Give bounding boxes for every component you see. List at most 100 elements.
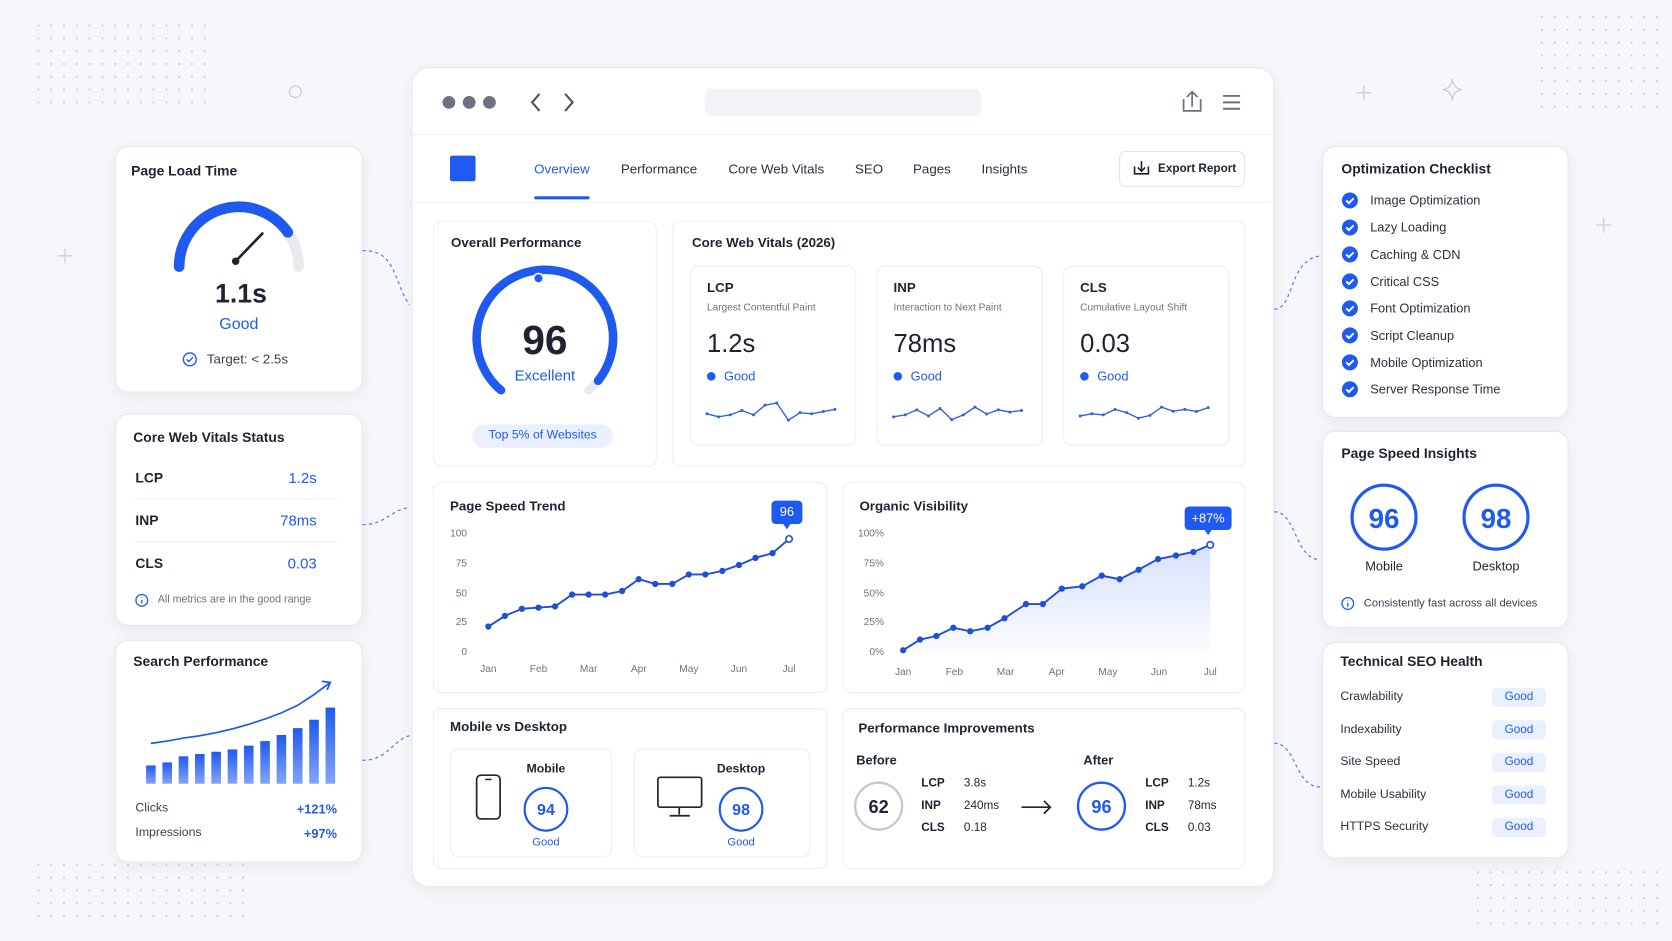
y-tick-label: 25 xyxy=(455,616,468,629)
stat-value: +97% xyxy=(303,826,337,842)
data-point xyxy=(551,603,559,610)
stat-label: Impressions xyxy=(135,826,202,840)
data-point xyxy=(635,576,642,583)
insight-label: Desktop xyxy=(1472,558,1520,574)
sparkline-point xyxy=(775,401,779,405)
metric-name: CLS xyxy=(1145,821,1169,835)
seo-status: Good xyxy=(1504,820,1534,834)
address-bar xyxy=(704,88,981,117)
sparkline-point xyxy=(985,412,989,416)
phase-label: After xyxy=(1083,752,1114,768)
metric-value: 240ms xyxy=(963,799,1000,812)
card-title: Overall Performance xyxy=(451,235,582,251)
data-point xyxy=(485,623,492,630)
connector xyxy=(362,506,410,526)
sparkline xyxy=(706,402,836,422)
x-tick-label: Apr xyxy=(1048,666,1065,679)
connector xyxy=(1274,742,1321,788)
connector xyxy=(362,735,410,761)
y-tick-label: 50 xyxy=(455,587,468,599)
vital-status: Good xyxy=(724,368,756,384)
data-point xyxy=(1022,600,1030,608)
data-point xyxy=(652,580,659,588)
check-icon xyxy=(1345,251,1355,259)
data-point xyxy=(535,604,542,611)
target-icon xyxy=(186,356,194,363)
nav-tab[interactable]: Insights xyxy=(981,161,1028,177)
sparkline xyxy=(893,406,1022,421)
device-score: 94 xyxy=(537,801,555,820)
check-icon xyxy=(1345,197,1355,205)
device-label: Mobile xyxy=(526,762,566,776)
data-point xyxy=(568,591,576,598)
seo-status: Good xyxy=(1504,722,1534,736)
device-status: Good xyxy=(727,835,755,849)
plus-decor xyxy=(1596,217,1612,233)
export-button-label[interactable]: Export Report xyxy=(1158,162,1237,176)
bar xyxy=(292,728,303,784)
connector xyxy=(362,249,410,306)
nav-tab[interactable]: Overview xyxy=(534,161,590,177)
data-point xyxy=(984,624,991,631)
nav-tab[interactable]: SEO xyxy=(854,161,884,177)
status-dot xyxy=(706,372,716,381)
chart-title: Organic Visibility xyxy=(859,498,969,514)
sparkline-point xyxy=(1113,407,1117,411)
data-point xyxy=(1116,576,1123,583)
card-title: Technical SEO Health xyxy=(1340,653,1483,670)
data-point xyxy=(916,636,924,643)
circle-decor xyxy=(288,85,302,99)
back-button[interactable] xyxy=(530,93,541,112)
data-point xyxy=(900,647,907,654)
score-ring xyxy=(718,786,764,832)
sparkline-point xyxy=(1020,408,1024,412)
active-tab-underline xyxy=(534,196,590,200)
device-status: Good xyxy=(532,835,560,849)
data-point xyxy=(685,571,692,578)
y-tick-label: 0% xyxy=(869,646,884,659)
export-button[interactable] xyxy=(1119,150,1245,188)
data-point xyxy=(950,624,957,631)
data-point xyxy=(785,534,794,543)
target-text: Target: < 2.5s xyxy=(206,351,289,367)
connector xyxy=(1274,255,1321,310)
check-icon xyxy=(1341,354,1358,371)
sparkline-point xyxy=(833,407,837,411)
chart-title: Page Speed Trend xyxy=(449,498,566,514)
share-button[interactable] xyxy=(1182,90,1202,112)
connector xyxy=(1274,511,1321,561)
sparkline-point xyxy=(1206,406,1210,410)
sparkline-point xyxy=(821,410,825,414)
bar xyxy=(195,754,205,784)
menu-button[interactable] xyxy=(1223,95,1241,110)
insight-score: 96 xyxy=(1368,502,1400,535)
status-badge xyxy=(1491,687,1547,707)
sparkline-point xyxy=(1125,411,1129,415)
forward-button[interactable] xyxy=(564,93,575,112)
score-ring xyxy=(1076,781,1127,831)
metric-value: 1.2s xyxy=(288,469,317,487)
star-decor xyxy=(1442,78,1463,101)
trend-line xyxy=(150,681,331,745)
metric-status: Good xyxy=(219,315,259,334)
data-point xyxy=(501,612,509,620)
data-point xyxy=(1172,552,1180,559)
vital-status: Good xyxy=(1097,368,1129,384)
card-title: Page Speed Insights xyxy=(1341,445,1477,462)
bar xyxy=(178,756,189,784)
nav-tab[interactable]: Core Web Vitals xyxy=(728,161,825,177)
check-icon xyxy=(1345,386,1355,394)
nav-tab[interactable]: Pages xyxy=(913,161,951,177)
check-icon xyxy=(1345,305,1355,313)
checklist-item: Mobile Optimization xyxy=(1370,354,1483,370)
vital-value: 0.03 xyxy=(1080,329,1130,359)
callout-pointer xyxy=(782,522,792,530)
nav-tab[interactable]: Performance xyxy=(620,161,698,177)
x-tick-label: May xyxy=(1098,666,1118,679)
metric-name: LCP xyxy=(921,776,945,790)
data-point xyxy=(619,587,626,595)
sparkline-point xyxy=(903,413,907,417)
data-point xyxy=(1206,540,1215,549)
y-tick-label: 50% xyxy=(863,587,884,599)
